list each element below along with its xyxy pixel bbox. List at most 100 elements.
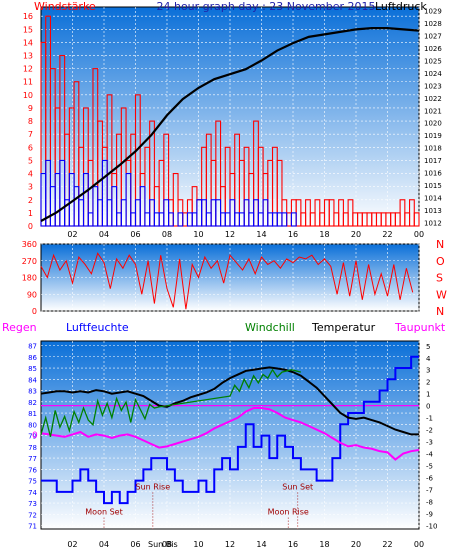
left-tick-label: 6 — [28, 143, 33, 152]
left-tick-label: 5 — [28, 156, 33, 165]
left-tick-label: 10 — [23, 91, 33, 100]
x-tick-label: 20 — [351, 230, 361, 239]
x-tick-label: 04 — [99, 230, 109, 239]
x-tick-label: 22 — [382, 230, 392, 239]
x-tick-label: 12 — [225, 540, 235, 549]
windchill-line — [40, 368, 302, 437]
wind-bar — [290, 212, 297, 227]
right-tick-label: 1017 — [424, 157, 442, 165]
legend: Regen Luftfeuchte Windchill Temperatur Taupu… — [2, 321, 446, 334]
temperature-tick-label: -2 — [426, 427, 433, 435]
pressure-line — [40, 27, 420, 222]
legend-entry: Luftfeuchte — [66, 321, 129, 334]
humidity-tick-label: 78 — [28, 444, 37, 452]
left-tick-label: 16 — [23, 12, 33, 21]
humidity-tick-label: 82 — [28, 399, 37, 407]
humidity-tick-label: 74 — [28, 489, 37, 497]
wind-bar — [281, 212, 288, 227]
temperature-line — [40, 366, 419, 436]
wind-bar — [177, 212, 184, 227]
left-tick-label: 14 — [23, 38, 33, 47]
left-tick-label: 7 — [28, 130, 33, 139]
x-tick-label: 14 — [256, 540, 266, 549]
temperature-tick-label: -6 — [426, 475, 434, 483]
legend-entry: Temperatur — [311, 321, 376, 334]
right-axis-label: Luftdruck — [375, 0, 427, 13]
marks-wind-pressure — [40, 15, 420, 227]
x-tick-label: 16 — [288, 540, 298, 549]
x-tick-label: 04 — [99, 540, 109, 549]
right-tick-label: 1018 — [424, 145, 442, 153]
left-tick-label: 3 — [28, 183, 33, 192]
humidity-tick-label: 77 — [28, 455, 37, 463]
grid-humidity-temperature — [41, 341, 420, 529]
temperature-tick-label: 1 — [426, 391, 430, 399]
temperature-tick-label: -7 — [426, 486, 433, 494]
annotation-label: Sun Rise — [136, 482, 171, 491]
left-tick-label: 13 — [23, 52, 33, 61]
right-tick-label: 1016 — [424, 169, 442, 177]
wind-bar — [139, 186, 146, 227]
temperature-tick-label: -4 — [426, 451, 434, 459]
direction-tick-label: 180 — [22, 274, 37, 283]
compass-label: O — [436, 255, 445, 268]
compass-label: N — [436, 305, 444, 318]
left-tick-label: 8 — [28, 117, 33, 126]
x-tick-label: 02 — [67, 540, 77, 549]
humidity-tick-label: 80 — [28, 421, 37, 429]
x-tick-label: 20 — [351, 540, 361, 549]
annotation-label: Moon Set — [85, 508, 122, 517]
direction-line — [40, 252, 414, 310]
legend-entry: Regen — [2, 321, 37, 334]
x-tick-label: 16 — [288, 230, 298, 239]
x-tick-label: 14 — [256, 230, 266, 239]
left-tick-label: 2 — [28, 196, 33, 205]
legend-entry: Windchill — [245, 321, 295, 334]
right-tick-label: 1020 — [424, 120, 442, 128]
humidity-tick-label: 83 — [28, 388, 37, 396]
gust-bar — [413, 212, 420, 227]
left-ticks-direction: 0 90 180 270 360 — [22, 240, 37, 316]
humidity-tick-label: 71 — [28, 523, 37, 531]
left-tick-label: 1 — [28, 209, 33, 218]
humidity-tick-label: 73 — [28, 500, 37, 508]
left-tick-label: 4 — [28, 170, 33, 179]
x-tick-label: 06 — [130, 540, 140, 549]
x-tick-label: 12 — [225, 230, 235, 239]
direction-tick-label: 0 — [32, 307, 37, 316]
compass-label: N — [436, 238, 444, 251]
humidity-tick-label: 87 — [28, 343, 37, 351]
right-ticks-pressure: 1012 1013 1014 1015 1016 1017 1018 1019 1020 1021… — [424, 8, 442, 228]
panel-humidity-temperature: 71 72 73 74 75 76 77 78 79 80 81 82 83 84 85 86 87 5 4 3 2 1… — [2, 321, 446, 549]
x-tick-label: 08 — [162, 230, 172, 239]
left-ticks-humidity: 71 72 73 74 75 76 77 78 79 80 81 82 83 84 85 86 87 — [28, 343, 37, 531]
x-tick-label: 10 — [193, 540, 203, 549]
rain-axis-zero: 0 — [32, 431, 38, 441]
left-tick-label: 11 — [23, 78, 33, 87]
marks-humidity-temperature — [40, 355, 420, 505]
right-tick-label: 1015 — [424, 182, 442, 190]
humidity-tick-label: 85 — [28, 365, 37, 373]
temperature-tick-label: 0 — [426, 403, 430, 411]
right-tick-label: 1025 — [424, 58, 442, 66]
right-tick-label: 1029 — [424, 8, 442, 16]
right-tick-label: 1021 — [424, 107, 442, 115]
temperature-tick-label: -9 — [426, 510, 433, 518]
wind-bar — [111, 186, 118, 227]
x-tick-label: 00 — [414, 540, 424, 549]
direction-tick-label: 270 — [22, 257, 37, 266]
compass-label: W — [436, 288, 447, 301]
right-tick-label: 1019 — [424, 132, 442, 140]
chart-title: 24 hour graph day : 23 November 2015 — [156, 0, 375, 13]
temperature-tick-label: -10 — [426, 522, 437, 530]
annotation-label: Sun Set — [282, 482, 313, 491]
humidity-tick-label: 81 — [28, 410, 37, 418]
temperature-tick-label: 3 — [426, 367, 430, 375]
humidity-tick-label: 75 — [28, 478, 37, 486]
compass-label: S — [436, 272, 443, 285]
direction-tick-label: 90 — [27, 290, 37, 299]
